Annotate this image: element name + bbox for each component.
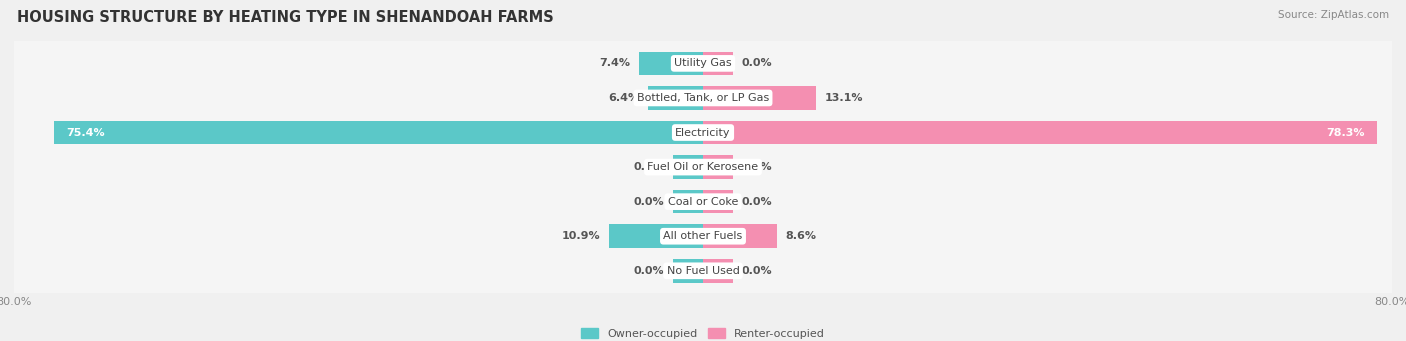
Text: Utility Gas: Utility Gas bbox=[675, 58, 731, 69]
FancyBboxPatch shape bbox=[7, 209, 1399, 264]
Text: 0.0%: 0.0% bbox=[742, 266, 772, 276]
Text: No Fuel Used: No Fuel Used bbox=[666, 266, 740, 276]
Text: 10.9%: 10.9% bbox=[562, 231, 600, 241]
Text: 7.4%: 7.4% bbox=[600, 58, 631, 69]
FancyBboxPatch shape bbox=[7, 36, 1399, 91]
FancyBboxPatch shape bbox=[7, 140, 1399, 194]
Bar bbox=[703, 190, 733, 213]
FancyBboxPatch shape bbox=[7, 174, 1399, 229]
Bar bbox=[640, 51, 703, 75]
Bar bbox=[703, 224, 778, 248]
FancyBboxPatch shape bbox=[8, 176, 1398, 227]
Bar bbox=[673, 259, 703, 283]
Bar bbox=[673, 155, 703, 179]
Text: Fuel Oil or Kerosene: Fuel Oil or Kerosene bbox=[647, 162, 759, 172]
Text: 75.4%: 75.4% bbox=[66, 128, 105, 137]
Text: All other Fuels: All other Fuels bbox=[664, 231, 742, 241]
Bar bbox=[609, 224, 703, 248]
FancyBboxPatch shape bbox=[7, 71, 1399, 125]
FancyBboxPatch shape bbox=[8, 245, 1398, 296]
Bar bbox=[703, 86, 815, 110]
Text: Source: ZipAtlas.com: Source: ZipAtlas.com bbox=[1278, 10, 1389, 20]
Text: 0.0%: 0.0% bbox=[634, 162, 664, 172]
Text: 0.0%: 0.0% bbox=[742, 162, 772, 172]
Text: 6.4%: 6.4% bbox=[609, 93, 640, 103]
Text: Electricity: Electricity bbox=[675, 128, 731, 137]
Text: HOUSING STRUCTURE BY HEATING TYPE IN SHENANDOAH FARMS: HOUSING STRUCTURE BY HEATING TYPE IN SHE… bbox=[17, 10, 554, 25]
Legend: Owner-occupied, Renter-occupied: Owner-occupied, Renter-occupied bbox=[576, 324, 830, 341]
Bar bbox=[703, 155, 733, 179]
FancyBboxPatch shape bbox=[8, 72, 1398, 123]
Text: 0.0%: 0.0% bbox=[634, 197, 664, 207]
Bar bbox=[703, 121, 1378, 144]
Bar bbox=[703, 51, 733, 75]
FancyBboxPatch shape bbox=[8, 107, 1398, 158]
Text: 8.6%: 8.6% bbox=[786, 231, 817, 241]
Text: 0.0%: 0.0% bbox=[742, 58, 772, 69]
Bar bbox=[673, 190, 703, 213]
Text: 13.1%: 13.1% bbox=[824, 93, 863, 103]
Bar bbox=[53, 121, 703, 144]
Text: 0.0%: 0.0% bbox=[634, 266, 664, 276]
FancyBboxPatch shape bbox=[8, 142, 1398, 193]
Text: 78.3%: 78.3% bbox=[1326, 128, 1364, 137]
FancyBboxPatch shape bbox=[7, 243, 1399, 298]
Text: Bottled, Tank, or LP Gas: Bottled, Tank, or LP Gas bbox=[637, 93, 769, 103]
FancyBboxPatch shape bbox=[7, 105, 1399, 160]
FancyBboxPatch shape bbox=[8, 38, 1398, 89]
Text: Coal or Coke: Coal or Coke bbox=[668, 197, 738, 207]
Bar bbox=[703, 259, 733, 283]
Text: 0.0%: 0.0% bbox=[742, 197, 772, 207]
Bar bbox=[648, 86, 703, 110]
FancyBboxPatch shape bbox=[8, 211, 1398, 262]
